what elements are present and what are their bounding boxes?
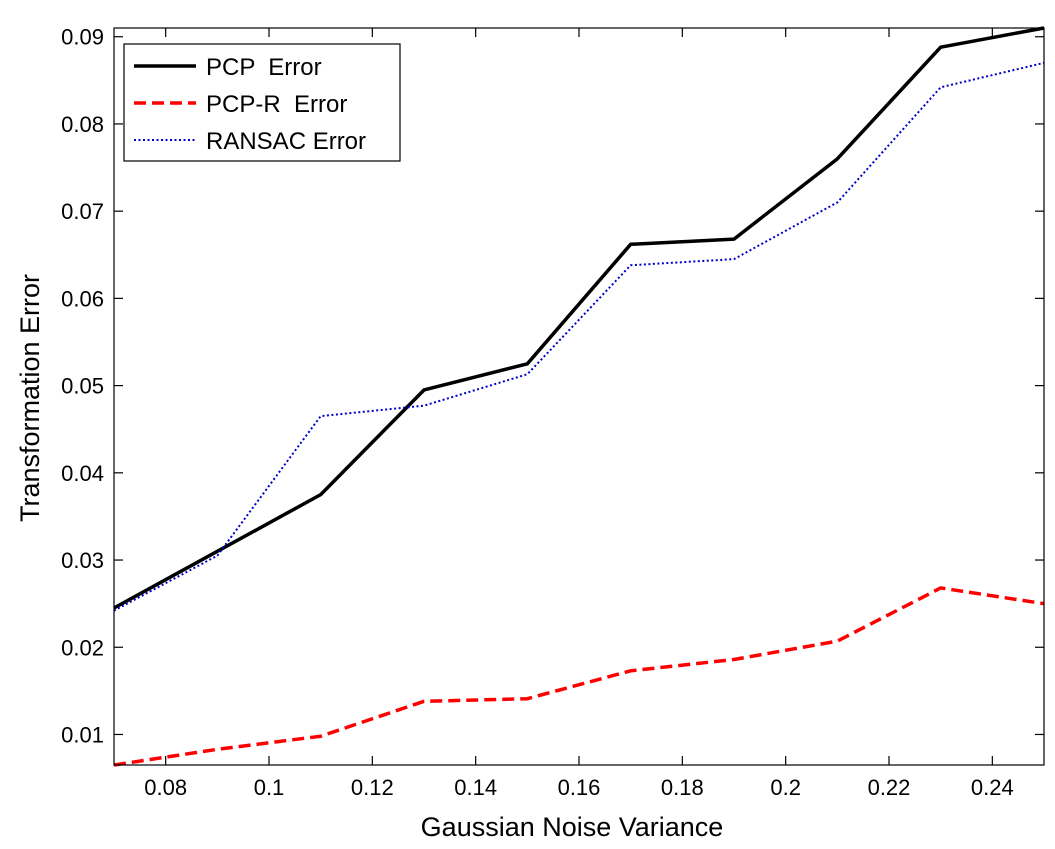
y-axis: 0.01 0.02 0.03 0.04 0.05 0.06 0.07 0.08 0.09: [61, 25, 1044, 747]
legend-label-pcp: PCP Error: [206, 54, 322, 81]
legend-label-ransac: RANSAC Error: [206, 128, 366, 155]
y-tick-label: 0.09: [61, 25, 104, 50]
y-tick-label: 0.03: [61, 548, 104, 573]
series-line-pcp: [113, 26, 1045, 610]
y-tick-label: 0.02: [61, 635, 104, 660]
x-tick-label: 0.18: [661, 775, 704, 800]
x-axis-label: Gaussian Noise Variance: [421, 812, 724, 842]
x-tick-label: 0.16: [558, 775, 601, 800]
y-axis-label: Transformation Error: [15, 274, 45, 522]
series-layer: [113, 26, 1045, 767]
y-tick-label: 0.05: [61, 374, 104, 399]
y-tick-label: 0.07: [61, 199, 104, 224]
x-tick-label: 0.12: [351, 775, 394, 800]
legend: PCP Error PCP-R Error RANSAC Error: [123, 43, 401, 162]
y-tick-label: 0.06: [61, 286, 104, 311]
x-axis: 0.08 0.1 0.12 0.14 0.16 0.18 0.2 0.22 0.24: [144, 28, 1014, 800]
y-tick-label: 0.04: [61, 461, 104, 486]
x-tick-label: 0.22: [868, 775, 911, 800]
x-tick-label: 0.1: [254, 775, 285, 800]
series-line-ransac: [113, 61, 1045, 612]
x-tick-label: 0.14: [454, 775, 497, 800]
y-tick-label: 0.01: [61, 722, 104, 747]
x-tick-label: 0.08: [144, 775, 187, 800]
series-line-pcpr: [113, 586, 1045, 767]
x-tick-label: 0.24: [971, 775, 1014, 800]
x-tick-label: 0.2: [770, 775, 801, 800]
y-tick-label: 0.08: [61, 112, 104, 137]
legend-label-pcpr: PCP-R Error: [206, 91, 347, 118]
